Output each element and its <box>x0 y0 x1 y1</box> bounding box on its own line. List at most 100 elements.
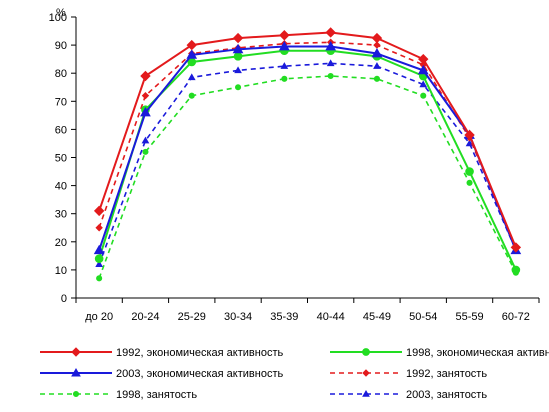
x-tick-label: 55-59 <box>455 311 483 323</box>
legend-label: 1992, занятость <box>406 368 487 380</box>
series-line <box>98 31 517 248</box>
y-tick-label: 100 <box>49 12 67 24</box>
data-point-circle <box>466 179 473 186</box>
data-point-triangle <box>187 73 196 81</box>
data-point-diamond <box>93 205 105 217</box>
legend-item: 1992, экономическая активность <box>40 347 283 359</box>
data-point-triangle <box>71 367 81 377</box>
data-point-triangle <box>232 43 244 54</box>
data-point-triangle <box>417 64 429 75</box>
y-tick-label: 40 <box>55 181 67 193</box>
x-tick-label: 25-29 <box>178 311 206 323</box>
y-tick-label: 60 <box>55 124 67 136</box>
data-point-diamond <box>325 27 336 38</box>
y-tick-label: 20 <box>55 237 67 249</box>
data-point-circle <box>235 84 242 91</box>
data-point-triangle <box>362 389 370 397</box>
x-tick-label: 50-54 <box>409 311 437 323</box>
y-tick-label: 70 <box>55 96 67 108</box>
y-axis-label: % <box>56 7 66 19</box>
data-point-diamond <box>279 30 290 41</box>
x-tick-label: 30-34 <box>224 311 252 323</box>
data-point-circle <box>281 75 288 82</box>
legend-item: 2003, занятость <box>330 389 487 401</box>
series-2 <box>94 46 521 275</box>
series-5 <box>96 72 519 282</box>
legend-label: 1998, экономическая активность <box>406 347 549 359</box>
data-point-diamond <box>464 129 475 141</box>
legend-item: 1992, занятость <box>330 368 487 380</box>
data-point-triangle <box>326 59 335 67</box>
data-point-diamond <box>371 32 383 44</box>
data-point-diamond <box>140 70 151 82</box>
data-point-circle <box>142 148 149 155</box>
data-point-circle <box>465 167 474 176</box>
legend-label: 1998, занятость <box>116 389 197 401</box>
y-tick-label: 10 <box>55 265 67 277</box>
data-point-triangle <box>234 66 242 74</box>
series-line <box>98 62 517 265</box>
legend-label: 2003, экономическая активность <box>116 368 283 380</box>
y-tick-label: 80 <box>55 68 67 80</box>
legend: 1992, экономическая активность 1998, экон… <box>40 347 549 401</box>
series-1 <box>93 27 522 253</box>
data-point-triangle <box>419 80 428 88</box>
data-point-triangle <box>278 40 290 51</box>
x-tick-label: 35-39 <box>270 311 298 323</box>
data-point-circle <box>188 92 195 99</box>
series-line <box>98 45 517 251</box>
y-axis-ticks: 0 10 20 30 40 50 60 70 80 90 100 <box>49 12 76 305</box>
data-point-circle <box>420 92 427 99</box>
data-point-diamond <box>362 369 370 377</box>
data-point-triangle <box>95 260 104 268</box>
legend-item: 2003, экономическая активность <box>40 367 283 380</box>
data-point-circle <box>511 265 521 275</box>
data-point-diamond <box>95 224 103 232</box>
data-point-circle <box>327 72 334 80</box>
data-point-circle <box>373 75 381 82</box>
x-tick-label: 40-44 <box>317 311 345 323</box>
series-line <box>98 49 517 271</box>
legend-item: 1998, занятость <box>40 389 197 401</box>
legend-label: 2003, занятость <box>406 389 487 401</box>
x-tick-label: 45-49 <box>363 311 391 323</box>
x-tick-label: до 20 <box>85 311 113 323</box>
legend-item: 1998, экономическая активность <box>330 347 549 359</box>
series-line <box>98 75 517 279</box>
series-group <box>93 27 522 282</box>
data-point-triangle <box>371 48 383 58</box>
data-point-circle <box>72 390 80 398</box>
series-3 <box>93 40 522 255</box>
series-6 <box>95 59 520 268</box>
data-point-diamond <box>186 39 197 51</box>
data-point-triangle <box>325 40 337 51</box>
data-point-diamond <box>232 32 244 44</box>
y-tick-label: 50 <box>55 153 67 165</box>
x-tick-label: 60-72 <box>502 311 530 323</box>
y-tick-label: 90 <box>55 40 67 52</box>
chart-axes <box>75 17 539 299</box>
data-point-triangle <box>186 49 198 59</box>
y-tick-label: 30 <box>55 209 67 221</box>
data-point-triangle <box>280 62 289 69</box>
data-point-triangle <box>141 136 150 144</box>
data-point-triangle <box>140 107 151 117</box>
data-point-diamond <box>71 347 81 357</box>
series-4 <box>95 38 520 252</box>
series-line <box>98 41 517 248</box>
data-point-triangle <box>373 62 381 69</box>
data-point-circle <box>233 52 243 61</box>
data-point-circle <box>362 348 370 356</box>
legend-label: 1992, экономическая активность <box>116 347 283 359</box>
x-tick-label: 20-24 <box>131 311 159 323</box>
data-point-triangle <box>93 244 105 255</box>
data-point-triangle <box>465 139 474 147</box>
y-tick-label: 0 <box>61 293 67 305</box>
data-point-diamond <box>510 242 522 253</box>
data-point-circle <box>94 254 104 263</box>
data-point-circle <box>96 275 103 282</box>
x-axis-ticks: до 20 20-24 25-29 30-34 35-39 40-44 45-49 50-54… <box>75 298 540 323</box>
data-point-diamond <box>141 91 150 100</box>
data-point-diamond <box>418 53 429 65</box>
